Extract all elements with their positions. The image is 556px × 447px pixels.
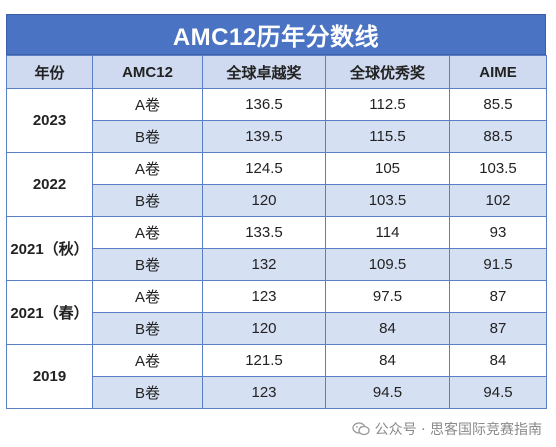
table-row: B卷 139.5 115.5 88.5 <box>7 120 547 153</box>
honor-roll-cell: 105 <box>325 152 450 185</box>
honor-roll-cell: 84 <box>325 312 450 345</box>
aime-cell: 87 <box>449 312 547 345</box>
paper-cell: A卷 <box>92 344 203 377</box>
aime-cell: 91.5 <box>449 248 547 281</box>
paper-cell: A卷 <box>92 152 203 185</box>
watermark-text: 公众号 · 思客国际竞赛指南 <box>374 422 542 438</box>
aime-cell: 84 <box>449 344 547 377</box>
header-year: 年份 <box>6 55 93 89</box>
year-cell: 2019 <box>6 344 93 409</box>
honor-roll-cell: 114 <box>325 216 450 249</box>
distinction-cell: 139.5 <box>202 120 326 153</box>
aime-cell: 93 <box>449 216 547 249</box>
header-row: 年份 AMC12 全球卓越奖 全球优秀奖 AIME <box>6 55 547 89</box>
score-table-container: AMC12历年分数线 年份 AMC12 全球卓越奖 全球优秀奖 AIME 202… <box>6 14 547 409</box>
paper-cell: A卷 <box>92 216 203 249</box>
table-row: 2023 A卷 136.5 112.5 85.5 <box>6 88 547 153</box>
distinction-cell: 123 <box>202 280 326 313</box>
paper-cell: B卷 <box>92 184 203 217</box>
honor-roll-cell: 97.5 <box>325 280 450 313</box>
wechat-icon <box>351 422 370 436</box>
honor-roll-cell: 115.5 <box>325 120 450 153</box>
paper-cell: A卷 <box>92 280 203 313</box>
aime-cell: 87 <box>449 280 547 313</box>
distinction-cell: 132 <box>202 248 326 281</box>
distinction-cell: 124.5 <box>202 152 326 185</box>
distinction-cell: 133.5 <box>202 216 326 249</box>
table-row: B卷 120 103.5 102 <box>7 184 547 217</box>
paper-cell: B卷 <box>92 376 203 409</box>
table-row: B卷 132 109.5 91.5 <box>7 248 547 281</box>
table-title: AMC12历年分数线 <box>6 14 546 55</box>
header-honor-roll: 全球优秀奖 <box>325 55 450 89</box>
honor-roll-cell: 103.5 <box>325 184 450 217</box>
watermark: 公众号 · 思客国际竞赛指南 <box>351 419 542 439</box>
aime-cell: 88.5 <box>449 120 547 153</box>
score-table: 年份 AMC12 全球卓越奖 全球优秀奖 AIME 2023 A卷 136.5 … <box>6 55 547 409</box>
honor-roll-cell: 94.5 <box>325 376 450 409</box>
year-cell: 2022 <box>6 152 93 217</box>
aime-cell: 102 <box>449 184 547 217</box>
paper-cell: A卷 <box>92 88 203 121</box>
aime-cell: 85.5 <box>449 88 547 121</box>
table-row: 2022 A卷 124.5 105 103.5 <box>6 152 547 217</box>
honor-roll-cell: 112.5 <box>325 88 450 121</box>
paper-cell: B卷 <box>92 248 203 281</box>
distinction-cell: 120 <box>202 184 326 217</box>
table-row: 2021（秋） A卷 133.5 114 93 <box>6 216 547 281</box>
paper-cell: B卷 <box>92 312 203 345</box>
distinction-cell: 121.5 <box>202 344 326 377</box>
table-row: B卷 123 94.5 94.5 <box>7 376 547 409</box>
table-row: 2019 A卷 121.5 84 84 <box>6 344 547 409</box>
header-aime: AIME <box>449 55 547 89</box>
year-cell: 2023 <box>6 88 93 153</box>
aime-cell: 94.5 <box>449 376 547 409</box>
distinction-cell: 120 <box>202 312 326 345</box>
year-cell: 2021（秋） <box>6 216 93 281</box>
aime-cell: 103.5 <box>449 152 547 185</box>
distinction-cell: 136.5 <box>202 88 326 121</box>
year-cell: 2021（春） <box>6 280 93 345</box>
table-row: B卷 120 84 87 <box>7 312 547 345</box>
table-row: 2021（春） A卷 123 97.5 87 <box>6 280 547 345</box>
honor-roll-cell: 84 <box>325 344 450 377</box>
paper-cell: B卷 <box>92 120 203 153</box>
distinction-cell: 123 <box>202 376 326 409</box>
honor-roll-cell: 109.5 <box>325 248 450 281</box>
header-distinction: 全球卓越奖 <box>202 55 326 89</box>
header-amc12: AMC12 <box>92 55 203 89</box>
